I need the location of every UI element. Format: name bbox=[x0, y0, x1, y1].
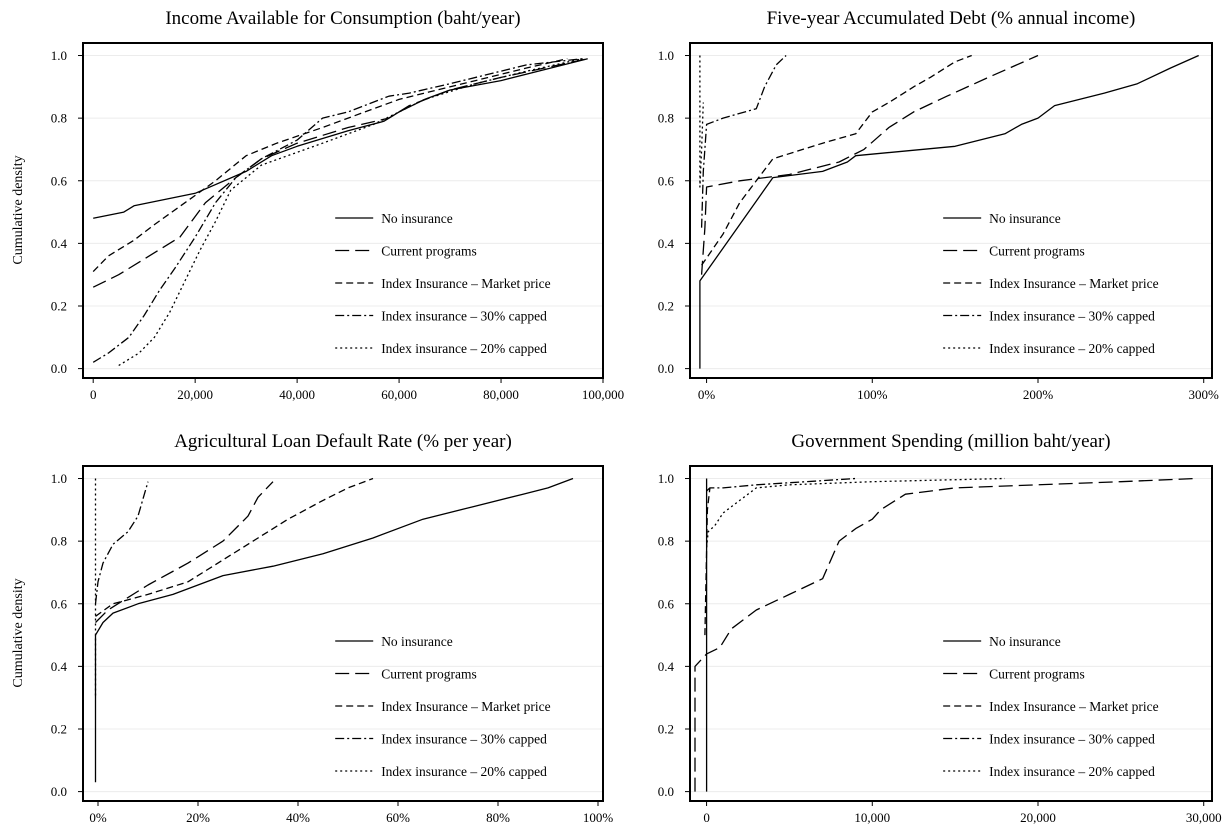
y-tick-label: 1.0 bbox=[51, 48, 67, 63]
y-tick-label: 0.2 bbox=[51, 298, 67, 313]
y-tick-label: 1.0 bbox=[658, 48, 674, 63]
series-line-4 bbox=[92, 58, 583, 363]
x-tick-label: 10,000 bbox=[854, 810, 890, 825]
x-tick-label: 300% bbox=[1189, 387, 1220, 402]
legend-label: Index Insurance – Market price bbox=[989, 699, 1158, 714]
y-tick-label: 0.6 bbox=[658, 173, 675, 188]
y-tick-label: 0.2 bbox=[658, 298, 674, 313]
x-tick-label: 200% bbox=[1023, 387, 1054, 402]
series-line-2 bbox=[700, 54, 1039, 275]
chart-panel-4: Government Spending (million baht/year) 0… bbox=[658, 431, 1222, 825]
x-tick-label: 0% bbox=[89, 810, 107, 825]
y-tick-label: 0.4 bbox=[51, 659, 68, 674]
series-line-5 bbox=[705, 477, 1005, 548]
y-tick-label: 0.4 bbox=[658, 236, 675, 251]
plot-frame bbox=[689, 465, 1213, 802]
legend-label: Current programs bbox=[989, 667, 1085, 682]
series-line-4 bbox=[94, 481, 149, 604]
plot-frame bbox=[82, 465, 604, 802]
x-tick-label: 30,000 bbox=[1186, 810, 1222, 825]
y-tick-label: 0.6 bbox=[51, 173, 68, 188]
y-tick-label: 0.8 bbox=[658, 111, 674, 126]
series-line-1 bbox=[93, 58, 588, 219]
legend-label: Index Insurance – Market price bbox=[381, 699, 550, 714]
chart-title: Five-year Accumulated Debt (% annual inc… bbox=[767, 8, 1136, 29]
y-tick-label: 0.0 bbox=[51, 361, 67, 376]
series-line-4 bbox=[700, 55, 787, 228]
x-tick-label: 0 bbox=[90, 387, 97, 402]
legend-label: Index insurance – 30% capped bbox=[989, 309, 1155, 324]
legend-label: Index insurance – 20% capped bbox=[989, 764, 1155, 779]
series-line-5 bbox=[699, 55, 704, 188]
x-tick-label: 80% bbox=[486, 810, 510, 825]
plot-frame bbox=[689, 42, 1213, 379]
series-line-3 bbox=[701, 54, 972, 266]
y-tick-label: 0.2 bbox=[51, 721, 67, 736]
y-tick-label: 0.0 bbox=[51, 784, 67, 799]
x-tick-label: 0 bbox=[703, 810, 710, 825]
series-line-3 bbox=[92, 58, 568, 273]
y-axis-label: Cumulative density bbox=[11, 578, 26, 687]
legend-label: No insurance bbox=[989, 211, 1061, 226]
legend-label: Index Insurance – Market price bbox=[381, 276, 550, 291]
legend-label: Index insurance – 20% capped bbox=[381, 341, 547, 356]
legend-label: Index insurance – 20% capped bbox=[989, 341, 1155, 356]
x-tick-label: 60,000 bbox=[381, 387, 417, 402]
y-tick-label: 0.0 bbox=[658, 361, 674, 376]
y-tick-label: 0.8 bbox=[658, 534, 674, 549]
x-tick-label: 40,000 bbox=[279, 387, 315, 402]
y-tick-label: 0.6 bbox=[51, 596, 68, 611]
legend-label: Index insurance – 30% capped bbox=[381, 309, 547, 324]
plot-frame bbox=[82, 42, 604, 379]
chart-panel-1: Income Available for Consumption (baht/y… bbox=[11, 8, 624, 402]
y-tick-label: 0.8 bbox=[51, 111, 67, 126]
y-tick-label: 1.0 bbox=[51, 471, 67, 486]
x-tick-label: 100,000 bbox=[582, 387, 624, 402]
legend-label: Current programs bbox=[989, 244, 1085, 259]
chart-title: Income Available for Consumption (baht/y… bbox=[165, 8, 520, 29]
series-line-1 bbox=[94, 477, 574, 783]
series-line-1 bbox=[699, 54, 1199, 369]
x-tick-label: 80,000 bbox=[483, 387, 519, 402]
series-line-2 bbox=[95, 481, 274, 623]
chart-title: Agricultural Loan Default Rate (% per ye… bbox=[174, 431, 512, 452]
y-axis-label: Cumulative density bbox=[11, 155, 26, 264]
y-tick-label: 0.8 bbox=[51, 534, 67, 549]
y-tick-label: 1.0 bbox=[658, 471, 674, 486]
legend-label: Index Insurance – Market price bbox=[989, 276, 1158, 291]
series-line-3 bbox=[95, 477, 374, 617]
x-tick-label: 100% bbox=[857, 387, 888, 402]
legend-label: Index insurance – 20% capped bbox=[381, 764, 547, 779]
x-tick-label: 20,000 bbox=[177, 387, 213, 402]
chart-title: Government Spending (million baht/year) bbox=[791, 431, 1110, 452]
series-line-3 bbox=[704, 487, 711, 636]
series-line-5 bbox=[118, 58, 583, 367]
x-tick-label: 100% bbox=[583, 810, 614, 825]
y-tick-label: 0.4 bbox=[658, 659, 675, 674]
legend-label: Index insurance – 30% capped bbox=[381, 732, 547, 747]
x-tick-label: 0% bbox=[698, 387, 716, 402]
legend-label: Current programs bbox=[381, 667, 477, 682]
y-tick-label: 0.2 bbox=[658, 721, 674, 736]
series-line-4 bbox=[706, 477, 856, 492]
legend-label: Index insurance – 30% capped bbox=[989, 732, 1155, 747]
legend-label: No insurance bbox=[381, 634, 453, 649]
legend-label: No insurance bbox=[381, 211, 453, 226]
x-tick-label: 40% bbox=[286, 810, 310, 825]
chart-panel-3: Agricultural Loan Default Rate (% per ye… bbox=[11, 431, 613, 825]
series-line-2 bbox=[92, 58, 588, 288]
y-tick-label: 0.6 bbox=[658, 596, 675, 611]
legend-label: Current programs bbox=[381, 244, 477, 259]
y-tick-label: 0.0 bbox=[658, 784, 674, 799]
x-tick-label: 20,000 bbox=[1020, 810, 1056, 825]
y-tick-label: 0.4 bbox=[51, 236, 68, 251]
x-tick-label: 20% bbox=[186, 810, 210, 825]
x-tick-label: 60% bbox=[386, 810, 410, 825]
legend-label: No insurance bbox=[989, 634, 1061, 649]
series-line-2 bbox=[694, 477, 1196, 792]
chart-panel-2: Five-year Accumulated Debt (% annual inc… bbox=[658, 8, 1219, 402]
